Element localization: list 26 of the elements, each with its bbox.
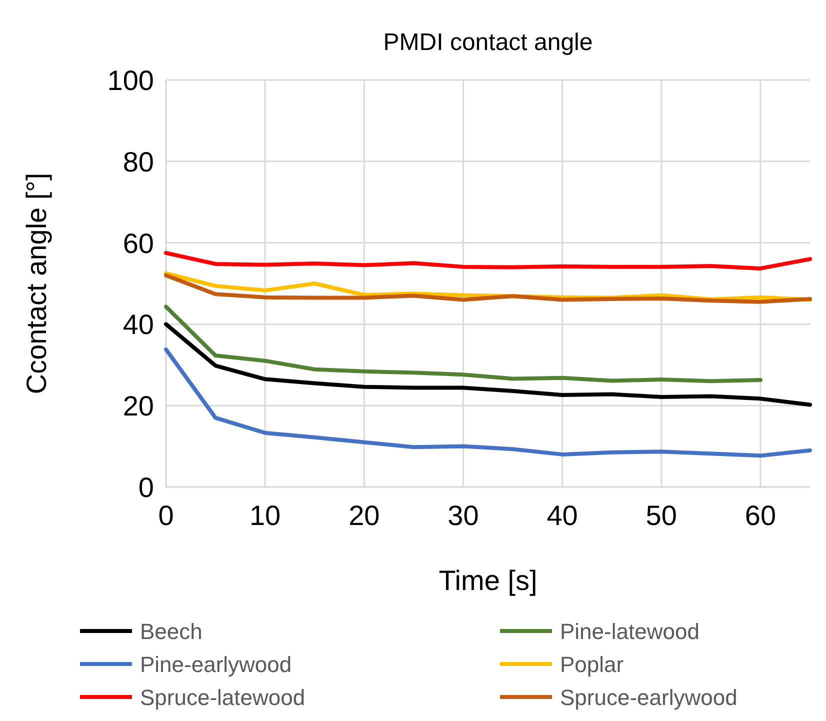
legend-label: Beech	[140, 619, 202, 644]
y-tick-label: 0	[138, 472, 154, 503]
y-tick-label: 40	[122, 309, 154, 340]
x-tick-label: 60	[744, 500, 776, 531]
chart-title: PMDI contact angle	[383, 29, 593, 56]
x-tick-label: 20	[348, 500, 380, 531]
y-tick-label: 100	[107, 65, 154, 96]
legend-label: Pine-earlywood	[140, 652, 292, 677]
line-series	[164, 304, 762, 384]
legend-label: Spruce-latewood	[140, 685, 306, 710]
x-tick-label: 30	[448, 500, 479, 531]
line-series	[164, 322, 812, 407]
y-tick-label: 80	[122, 146, 154, 178]
x-tick-label: 0	[158, 500, 174, 531]
x-tick-label: 50	[646, 500, 677, 531]
y-tick-label: 20	[122, 390, 154, 422]
x-tick-label: 40	[546, 500, 578, 531]
line-series	[164, 347, 812, 458]
legend-label: Poplar	[560, 652, 624, 677]
x-tick-label: 10	[250, 500, 281, 531]
legend-label: Pine-latewood	[560, 619, 700, 644]
legend-label: Spruce-earlywood	[560, 685, 738, 710]
y-tick-label: 60	[122, 228, 154, 259]
y-axis-title: Ccontact angle [°]	[21, 172, 52, 394]
x-axis-title: Time [s]	[438, 565, 538, 596]
line-series	[164, 250, 812, 270]
